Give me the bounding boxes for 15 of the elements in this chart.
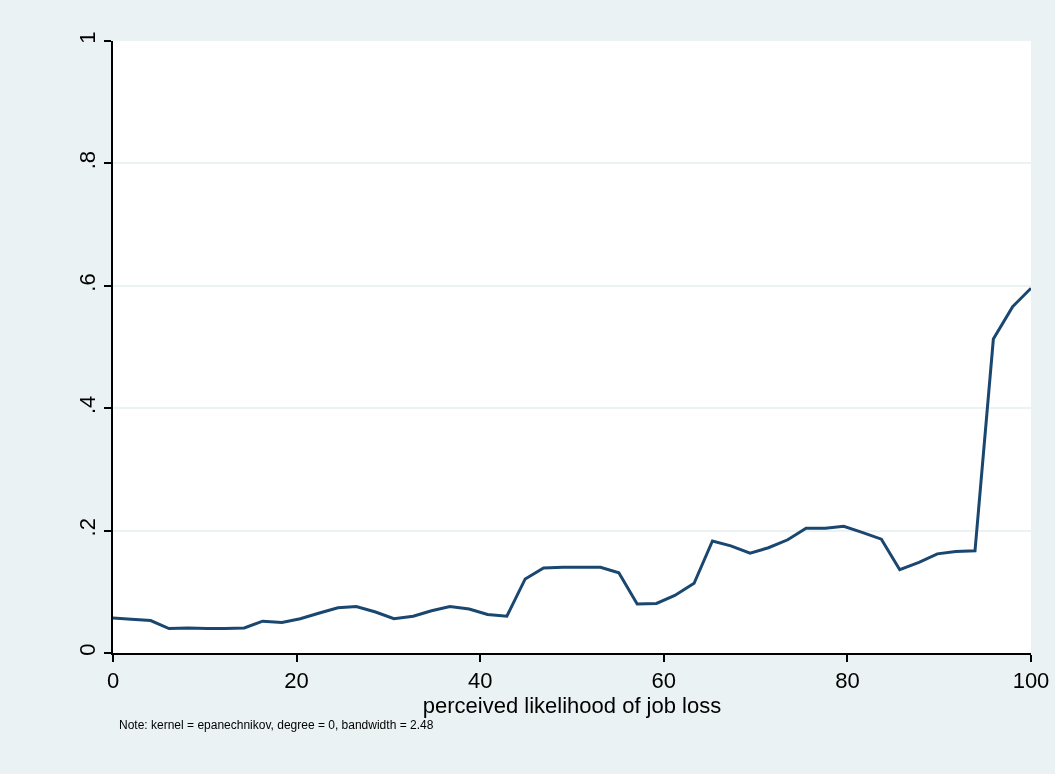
y-tick-label: 0 [75,643,101,656]
y-tick-label: .8 [75,150,101,170]
x-tick-label: 60 [651,668,677,694]
x-tick-label: 40 [467,668,493,694]
x-tick-label: 80 [835,668,860,694]
x-tick-label: 20 [284,668,309,694]
y-tick-label: .6 [75,273,101,292]
y-tick-label: .2 [75,518,101,537]
x-tick-label: 0 [106,668,120,694]
x-tick-label: 100 [1012,668,1050,694]
x-axis-title: perceived likelihood of job loss [422,693,722,719]
line-series [113,286,1031,631]
y-tick-label: .4 [75,395,101,415]
y-tick-label: 1 [75,31,101,44]
text: Note: kernel = epanechnikov, degree = 0, bandwidth = 2.48 [119,718,434,732]
